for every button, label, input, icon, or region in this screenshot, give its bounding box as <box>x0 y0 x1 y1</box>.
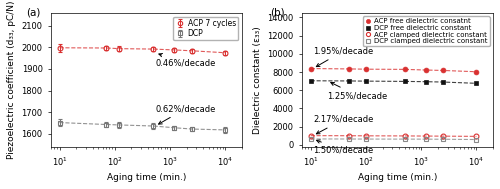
Text: 1.25%/decade: 1.25%/decade <box>328 82 388 100</box>
ACP clamped dielectric constant <box>363 135 369 137</box>
DCP clamped dielectric constant <box>422 138 428 140</box>
ACP free dielectric consatnt <box>363 68 369 70</box>
Text: 1.50%/decade: 1.50%/decade <box>313 140 373 155</box>
Text: (b): (b) <box>270 7 284 17</box>
Line: ACP clamped dielectric constant: ACP clamped dielectric constant <box>308 133 479 139</box>
X-axis label: Aging time (min.): Aging time (min.) <box>358 173 438 182</box>
DCP free dielectric constant <box>402 80 407 83</box>
DCP clamped dielectric constant <box>402 138 407 140</box>
Line: DCP clamped dielectric constant: DCP clamped dielectric constant <box>308 136 479 142</box>
Text: 0.62%/decade: 0.62%/decade <box>155 104 216 124</box>
DCP free dielectric constant <box>363 80 369 82</box>
ACP free dielectric consatnt <box>422 69 428 71</box>
Y-axis label: Dielectric constant (ε₃₃): Dielectric constant (ε₃₃) <box>253 26 262 134</box>
ACP free dielectric consatnt <box>308 67 314 70</box>
Legend: ACP free dielectric consatnt, DCP free dielectric constant, ACP clamped dielectr: ACP free dielectric consatnt, DCP free d… <box>363 16 490 46</box>
DCP clamped dielectric constant <box>440 138 446 140</box>
DCP free dielectric constant <box>346 80 352 82</box>
ACP clamped dielectric constant <box>422 135 428 137</box>
DCP free dielectric constant <box>440 81 446 83</box>
ACP clamped dielectric constant <box>474 135 480 138</box>
Line: DCP free dielectric constant: DCP free dielectric constant <box>308 78 479 86</box>
ACP free dielectric consatnt <box>474 71 480 73</box>
ACP free dielectric consatnt <box>440 69 446 72</box>
Text: (a): (a) <box>26 7 40 17</box>
DCP free dielectric constant <box>308 80 314 82</box>
ACP clamped dielectric constant <box>346 135 352 137</box>
Text: 1.95%/decade: 1.95%/decade <box>313 47 373 67</box>
DCP clamped dielectric constant <box>346 138 352 140</box>
DCP free dielectric constant <box>422 81 428 83</box>
DCP clamped dielectric constant <box>363 138 369 140</box>
Text: 0.46%/decade: 0.46%/decade <box>155 53 216 68</box>
Text: 2.17%/decade: 2.17%/decade <box>313 115 374 134</box>
ACP clamped dielectric constant <box>402 135 407 137</box>
DCP free dielectric constant <box>474 82 480 84</box>
Line: ACP free dielectric consatnt: ACP free dielectric consatnt <box>308 66 479 74</box>
ACP free dielectric consatnt <box>402 68 407 70</box>
Y-axis label: Piezoelectric coefficient (d₃₃, pC/N): Piezoelectric coefficient (d₃₃, pC/N) <box>7 1 16 159</box>
X-axis label: Aging time (min.): Aging time (min.) <box>106 173 186 182</box>
ACP free dielectric consatnt <box>346 68 352 70</box>
ACP clamped dielectric constant <box>308 135 314 137</box>
Legend: ACP 7 cycles, DCP: ACP 7 cycles, DCP <box>173 17 238 40</box>
DCP clamped dielectric constant <box>308 138 314 140</box>
ACP clamped dielectric constant <box>440 135 446 137</box>
DCP clamped dielectric constant <box>474 138 480 141</box>
